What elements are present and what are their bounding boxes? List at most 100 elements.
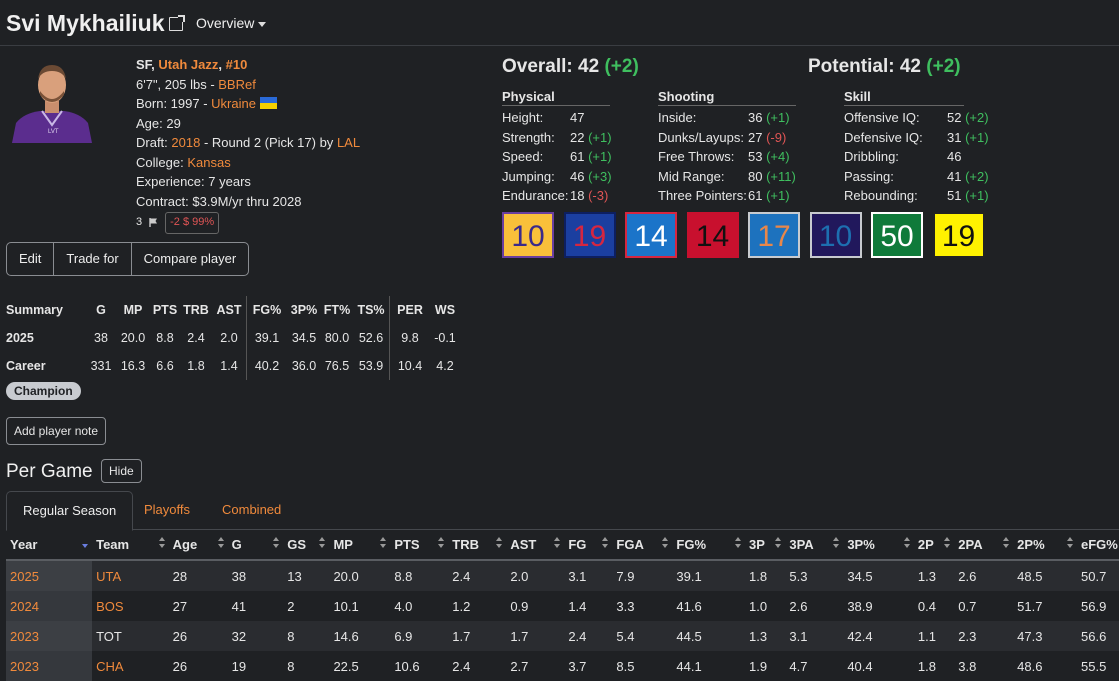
flag-icon[interactable]: [148, 217, 159, 228]
rating-row: Dunks/Layups: 27 (-9): [658, 128, 796, 148]
jersey-number-link[interactable]: #10: [225, 57, 248, 72]
table-cell: 10.1: [333, 598, 359, 614]
table-cell: 14.6: [329, 621, 391, 651]
add-player-note-button[interactable]: Add player note: [6, 417, 107, 445]
potential-rating: Potential: 42 (+2): [808, 56, 961, 78]
rating-delta: (+2): [961, 110, 989, 125]
summary-cell: 20.0: [120, 331, 146, 345]
column-header-fga[interactable]: FGA: [612, 529, 673, 561]
jersey-number-box[interactable]: 50: [871, 212, 923, 258]
column-header-year[interactable]: Year: [6, 529, 93, 561]
column-header-ast[interactable]: AST: [506, 529, 565, 561]
player-name: Svi Mykhailiuk: [6, 10, 165, 36]
table-cell: 1.2: [452, 598, 471, 614]
rating-label: Passing:: [844, 168, 894, 184]
draft-year-link[interactable]: 2018: [171, 135, 201, 150]
column-header-2p[interactable]: 2P: [913, 529, 955, 561]
column-header-2ppct[interactable]: 2P%: [1013, 529, 1078, 561]
table-cell: 42.4: [843, 621, 914, 651]
summary-cell: 40.2: [246, 352, 287, 380]
summary-cell: 80.0: [324, 331, 350, 345]
team-link[interactable]: BOS: [96, 598, 124, 614]
table-cell: 41.6: [676, 598, 702, 614]
rating-row: Mid Range: 80 (+11): [658, 167, 796, 187]
table-cell: 1.1: [913, 621, 955, 651]
table-cell: 40.4: [847, 658, 873, 674]
mood-pill[interactable]: -2 $ 99%: [165, 212, 220, 234]
tab-combined[interactable]: Combined: [222, 502, 282, 517]
column-header-mp[interactable]: MP: [329, 529, 391, 561]
sort-icon: [82, 537, 89, 549]
jersey-number-box[interactable]: 17: [748, 212, 800, 258]
jersey-number-box[interactable]: 19: [563, 212, 616, 258]
bio-born: Born: 1997: [136, 96, 200, 111]
compare-player-button[interactable]: Compare player: [143, 251, 237, 266]
bio-experience: Experience: 7 years: [136, 174, 251, 189]
column-header-label: GS: [287, 536, 307, 552]
hide-button[interactable]: Hide: [101, 459, 142, 483]
overview-dropdown[interactable]: Overview: [196, 15, 267, 31]
year-link[interactable]: 2025: [6, 560, 93, 591]
overview-label: Overview: [196, 15, 255, 31]
column-header-3ppct[interactable]: 3P%: [843, 529, 914, 561]
jersey-number-box[interactable]: 10: [809, 212, 862, 258]
table-cell: 8: [283, 621, 330, 651]
team-link[interactable]: CHA: [96, 658, 124, 674]
jersey-number-box[interactable]: 10: [502, 212, 554, 258]
edit-button[interactable]: Edit: [7, 243, 55, 275]
player-bio: SF, Utah Jazz, #10 6'7", 205 lbs - BBRef…: [136, 55, 360, 234]
sort-icon: [1003, 537, 1010, 549]
column-header-3p[interactable]: 3P: [745, 529, 786, 561]
year-link[interactable]: 2023: [6, 621, 93, 651]
sort-icon: [496, 537, 503, 549]
table-cell: 1.7: [506, 621, 565, 651]
table-cell: 44.1: [676, 658, 702, 674]
column-header-gs[interactable]: GS: [283, 529, 330, 561]
table-cell: 5.4: [612, 621, 673, 651]
table-cell: 2.3: [954, 621, 1014, 651]
column-header-g[interactable]: G: [227, 529, 284, 561]
tab-regular-season[interactable]: Regular Season: [6, 491, 134, 531]
column-header-pts[interactable]: PTS: [390, 529, 449, 561]
rating-group-title: Physical: [502, 89, 610, 106]
table-cell: 1.8: [745, 560, 786, 591]
column-header-fg[interactable]: FG: [564, 529, 613, 561]
mini-count: 3: [136, 216, 143, 228]
rating-label: Jumping:: [502, 168, 555, 184]
team-link[interactable]: UTA: [92, 560, 169, 591]
column-header-3pa[interactable]: 3PA: [785, 529, 844, 561]
bbref-link[interactable]: BBRef: [218, 76, 256, 92]
column-header-age[interactable]: Age: [168, 529, 228, 561]
table-cell: 1.9: [749, 658, 768, 674]
tab-playoffs[interactable]: Playoffs: [144, 502, 191, 517]
table-cell: 26: [172, 658, 188, 674]
rating-label: Speed:: [502, 149, 544, 164]
college-link[interactable]: Kansas: [187, 154, 231, 170]
country-link[interactable]: Ukraine: [211, 96, 256, 111]
team-link[interactable]: Utah Jazz: [158, 57, 219, 72]
table-cell: 48.5: [1013, 560, 1078, 591]
column-header-trb[interactable]: TRB: [448, 529, 507, 561]
column-header-fgpct[interactable]: FG%: [672, 529, 745, 561]
year-link[interactable]: 2024: [6, 591, 93, 621]
column-header-efgpct[interactable]: eFG%: [1077, 529, 1119, 561]
column-header-label: 3PA: [789, 536, 814, 552]
ukraine-flag-icon: [259, 97, 277, 109]
column-header-team[interactable]: Team: [92, 529, 169, 561]
year-link[interactable]: 2023: [6, 651, 93, 681]
sort-icon: [554, 537, 561, 549]
jersey-number-box[interactable]: 14: [625, 212, 677, 258]
column-header-2pa[interactable]: 2PA: [954, 529, 1014, 561]
rating-label: Inside:: [658, 110, 697, 125]
draft-round: Round 2 (Pick 17) by: [211, 135, 334, 150]
summary-cell: Career: [6, 359, 46, 373]
player-avatar: LVT: [12, 55, 92, 143]
rating-label: Dunks/Layups:: [658, 129, 744, 145]
trade-for-button[interactable]: Trade for: [54, 243, 132, 275]
external-link-icon[interactable]: [169, 15, 185, 31]
draft-team-link[interactable]: LAL: [336, 135, 361, 150]
jersey-number-box[interactable]: 19: [932, 212, 985, 258]
table-cell: 1.3: [913, 560, 955, 591]
summary-col-g: G: [96, 303, 106, 317]
jersey-number-box[interactable]: 14: [686, 212, 739, 258]
